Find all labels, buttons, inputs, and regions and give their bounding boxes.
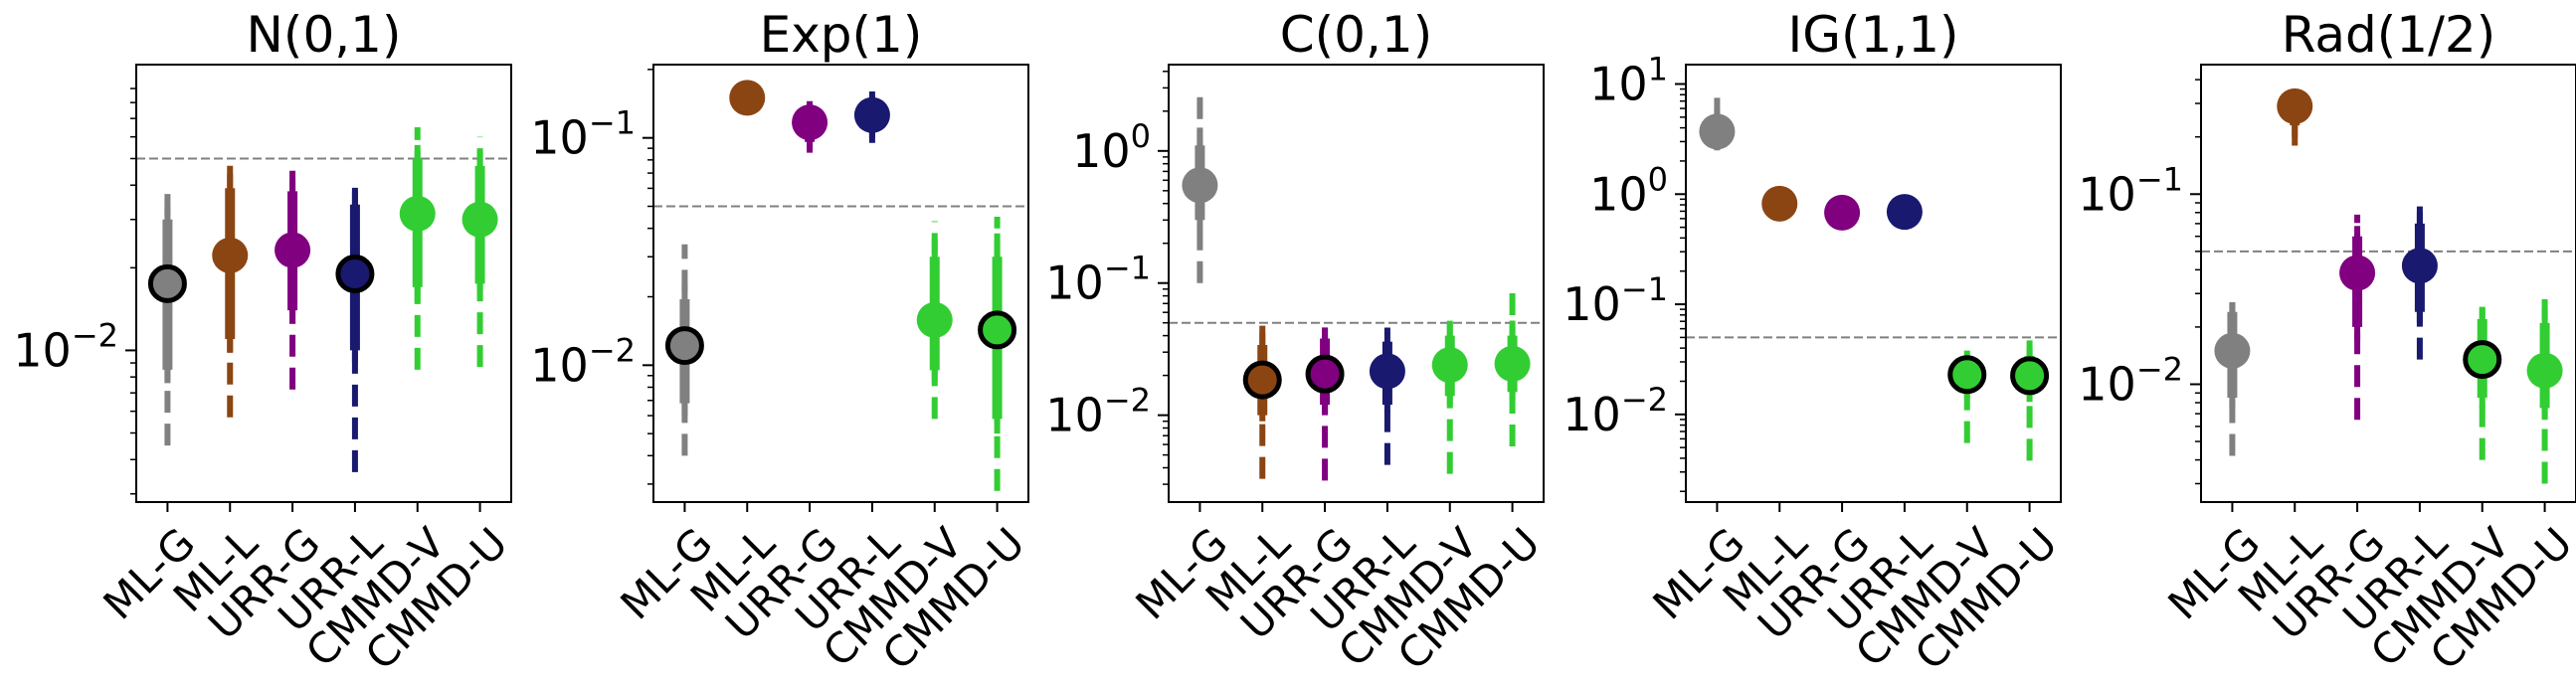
point-group bbox=[1305, 319, 1345, 481]
point-marker bbox=[1761, 185, 1798, 222]
point-group bbox=[1699, 97, 1736, 151]
y-tick-label: 10−2 bbox=[1045, 382, 1151, 442]
point-marker bbox=[1242, 360, 1282, 400]
point-marker bbox=[2010, 356, 2050, 396]
point-group bbox=[2339, 214, 2376, 421]
point-marker bbox=[1431, 347, 1468, 384]
point-marker bbox=[792, 104, 828, 141]
point-group bbox=[1369, 327, 1405, 465]
panel-2: Exp(1)10−210−1ML-GML-LURR-GURR-LCMMD-VCM… bbox=[530, 6, 1033, 679]
point-group bbox=[792, 100, 828, 153]
point-marker bbox=[212, 237, 249, 273]
y-tick-label: 10−2 bbox=[2078, 350, 2183, 411]
axes-frame bbox=[2200, 64, 2576, 503]
point-marker bbox=[335, 254, 375, 293]
point-group bbox=[2526, 298, 2563, 484]
point-marker bbox=[978, 310, 1017, 350]
point-marker bbox=[729, 80, 766, 116]
point-group bbox=[1494, 292, 1531, 447]
point-group bbox=[275, 160, 311, 390]
point-marker bbox=[916, 301, 953, 338]
point-group bbox=[916, 221, 953, 420]
y-tick-label: 101 bbox=[1589, 51, 1668, 111]
point-marker bbox=[2214, 332, 2251, 369]
point-group bbox=[853, 91, 890, 143]
point-marker bbox=[399, 195, 436, 232]
point-marker bbox=[853, 96, 890, 133]
panel-5: Rad(1/2)10−210−1ML-GML-LURR-GURR-LCMMD-V… bbox=[2078, 6, 2576, 679]
point-group bbox=[2010, 335, 2050, 461]
point-group bbox=[978, 216, 1017, 491]
point-group bbox=[399, 127, 436, 370]
point-group bbox=[1761, 185, 1798, 222]
panel-3: C(0,1)10−210−1100ML-GML-LURR-GURR-LCMMD-… bbox=[1045, 6, 1549, 679]
point-group bbox=[461, 136, 498, 368]
panel-title: C(0,1) bbox=[1280, 6, 1432, 64]
axes-frame bbox=[135, 64, 512, 503]
panel-4: IG(1,1)10−210−1100101ML-GML-LURR-GURR-LC… bbox=[1563, 6, 2066, 679]
point-group bbox=[2214, 293, 2251, 456]
point-marker bbox=[2339, 255, 2376, 291]
point-marker bbox=[147, 263, 187, 303]
point-group bbox=[147, 192, 187, 446]
point-marker bbox=[2277, 87, 2313, 124]
point-marker bbox=[1369, 353, 1405, 390]
point-marker bbox=[1182, 167, 1218, 204]
point-group bbox=[2277, 87, 2313, 146]
y-tick-label: 10−2 bbox=[13, 316, 118, 377]
panel-title: IG(1,1) bbox=[1787, 6, 1958, 64]
point-group bbox=[1242, 319, 1282, 479]
point-group bbox=[212, 160, 249, 418]
point-marker bbox=[1947, 355, 1987, 395]
panel-title: Rad(1/2) bbox=[2282, 6, 2496, 64]
point-group bbox=[2401, 198, 2438, 360]
point-marker bbox=[1824, 194, 1861, 231]
point-marker bbox=[461, 201, 498, 238]
point-marker bbox=[2526, 352, 2563, 389]
point-group bbox=[1886, 194, 1923, 231]
point-marker bbox=[1494, 345, 1531, 382]
point-group bbox=[1431, 310, 1468, 474]
point-marker bbox=[664, 326, 704, 366]
y-tick-label: 10−1 bbox=[2078, 160, 2183, 221]
point-marker bbox=[1699, 113, 1736, 150]
point-marker bbox=[1305, 354, 1345, 394]
y-tick-label: 10−1 bbox=[1563, 270, 1668, 331]
y-tick-label: 10−2 bbox=[530, 331, 636, 392]
point-group bbox=[1824, 194, 1861, 231]
point-group bbox=[1182, 91, 1218, 283]
point-group bbox=[664, 244, 704, 456]
point-group bbox=[1947, 344, 1987, 443]
point-group bbox=[2463, 298, 2502, 460]
y-tick-label: 10−2 bbox=[1563, 381, 1668, 441]
point-group bbox=[729, 80, 766, 116]
point-marker bbox=[2463, 340, 2502, 380]
point-marker bbox=[1886, 194, 1923, 231]
y-tick-label: 100 bbox=[1072, 117, 1151, 178]
axes-frame bbox=[1168, 64, 1545, 503]
axes-frame bbox=[652, 64, 1029, 503]
panel-title: Exp(1) bbox=[760, 6, 923, 64]
point-group bbox=[335, 179, 375, 472]
y-tick-label: 10−1 bbox=[530, 104, 636, 165]
axes-frame bbox=[1685, 64, 2062, 503]
y-tick-label: 10−1 bbox=[1045, 250, 1151, 310]
point-marker bbox=[2401, 248, 2438, 284]
y-tick-label: 100 bbox=[1589, 160, 1668, 221]
panel-title: N(0,1) bbox=[247, 6, 402, 64]
point-marker bbox=[275, 232, 311, 268]
